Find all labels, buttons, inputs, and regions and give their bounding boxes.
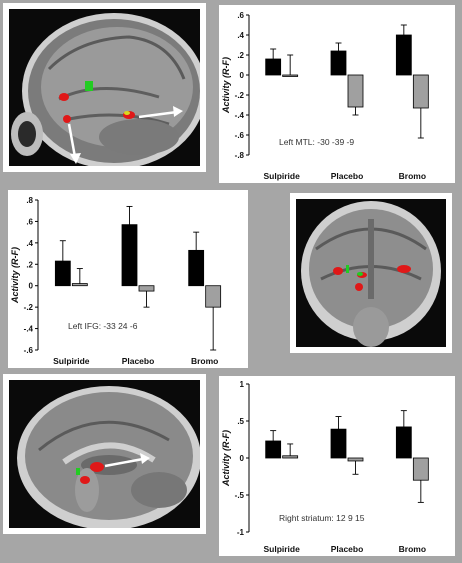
category-label: Placebo <box>331 171 364 181</box>
category-label: Bromo <box>399 171 426 181</box>
sagittal-scan-bottom <box>9 380 200 528</box>
y-tick-label: .5 <box>237 417 244 426</box>
y-tick-label: -1 <box>237 528 245 537</box>
category-label: Bromo <box>399 544 426 554</box>
bar <box>347 457 364 462</box>
bar <box>395 34 412 76</box>
activation-red-blob <box>355 283 363 291</box>
bar <box>330 428 347 459</box>
activation-red-blob <box>90 462 104 472</box>
y-tick-label: -.6 <box>24 346 34 355</box>
activation-green-blob <box>76 468 80 475</box>
arrow <box>104 457 144 468</box>
brain-image-sagittal-top <box>3 3 206 172</box>
y-axis-label: Activity (R-F) <box>10 247 20 304</box>
bar <box>54 260 71 287</box>
y-tick-label: 0 <box>240 71 245 80</box>
y-tick-label: .2 <box>237 51 244 60</box>
y-tick-label: .4 <box>237 31 244 40</box>
category-label: Sulpiride <box>263 171 300 181</box>
y-tick-label: 1 <box>240 380 245 389</box>
coronal-scan <box>296 199 446 347</box>
y-tick-label: -.4 <box>24 325 34 334</box>
y-tick-label: -.6 <box>235 131 245 140</box>
arrow <box>138 110 178 119</box>
y-tick-label: .6 <box>26 217 33 226</box>
chart-annotation: Left MTL: -30 -39 -9 <box>279 137 354 147</box>
bar <box>205 285 222 308</box>
brain-image-coronal <box>290 193 452 353</box>
y-tick-label: -.2 <box>235 91 245 100</box>
y-tick-label: -.8 <box>235 151 245 160</box>
y-tick-label: .4 <box>26 239 33 248</box>
bar <box>121 224 138 287</box>
activation-red-blob <box>397 265 411 273</box>
chart-left-ifg-svg: -.6 -.4 -.2 0 .2 .4 .6 .8 Activity (R-F) Sulpirid… <box>10 196 222 366</box>
y-tick-label: .2 <box>26 260 33 269</box>
bar <box>138 285 155 292</box>
bar <box>395 426 412 459</box>
activation-green-blob <box>85 81 93 91</box>
chart-left-mtl: -.8 -.6 -.4 -.2 0 .2 .4 .6 Activity (R-F) Sulpiri… <box>219 5 455 183</box>
activation-red-blob <box>80 476 90 484</box>
bar <box>282 74 299 77</box>
y-tick-label: .6 <box>237 11 244 20</box>
bar <box>330 50 347 76</box>
y-tick-label: -.5 <box>235 491 245 500</box>
activation-green-blob <box>346 265 349 273</box>
y-tick-label: -.4 <box>235 111 245 120</box>
category-label: Placebo <box>331 544 364 554</box>
chart-annotation: Right striatum: 12 9 15 <box>279 513 365 523</box>
chart-right-striatum-svg: -1 -.5 0 .5 1 Activity (R-F) Sulpiride Placebo B… <box>221 380 429 554</box>
bar <box>265 440 282 459</box>
y-axis-label: Activity (R-F) <box>221 57 231 114</box>
y-axis-label: Activity (R-F) <box>221 430 231 487</box>
chart-annotation: Left IFG: -33 24 -6 <box>68 321 138 331</box>
chart-left-ifg: -.6 -.4 -.2 0 .2 .4 .6 .8 Activity (R-F) Sulpirid… <box>8 190 248 368</box>
y-tick-label: 0 <box>29 282 34 291</box>
activation-red-blob <box>333 267 343 275</box>
activation-red-blob <box>59 93 69 101</box>
category-label: Sulpiride <box>263 544 300 554</box>
y-tick-label: -.2 <box>24 303 34 312</box>
bar <box>412 457 429 481</box>
sagittal-scan-top <box>9 9 200 166</box>
chart-left-mtl-svg: -.8 -.6 -.4 -.2 0 .2 .4 .6 Activity (R-F) Sulpiri… <box>221 11 429 181</box>
arrow <box>67 123 77 158</box>
y-tick-label: .8 <box>26 196 33 205</box>
bar <box>412 74 429 109</box>
category-label: Bromo <box>191 356 218 366</box>
bar <box>71 283 88 287</box>
chart-right-striatum: -1 -.5 0 .5 1 Activity (R-F) Sulpiride Placebo B… <box>219 376 455 556</box>
activation-red-blob <box>63 115 71 123</box>
category-label: Placebo <box>122 356 155 366</box>
category-label: Sulpiride <box>53 356 90 366</box>
y-tick-label: 0 <box>240 454 245 463</box>
bar <box>188 249 205 287</box>
bar <box>265 58 282 76</box>
bar <box>282 455 299 459</box>
bar <box>347 74 364 108</box>
brain-image-sagittal-bottom <box>3 374 206 534</box>
